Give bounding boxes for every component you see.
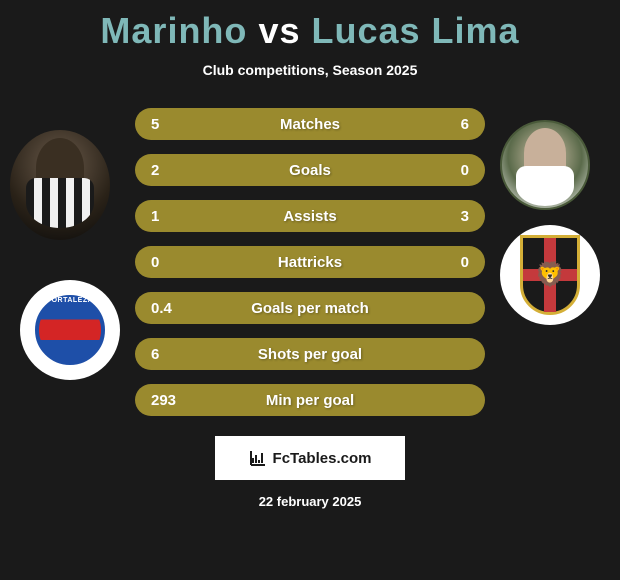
stat-value-left: 293 (151, 392, 176, 409)
stats-area: 5 Matches 6 2 Goals 0 1 Assists 3 0 Hatt… (0, 108, 620, 416)
stat-label: Assists (283, 208, 336, 225)
stat-value-right: 6 (461, 116, 469, 133)
player2-name: Lucas Lima (312, 10, 520, 51)
stat-row-shots-per-goal: 6 Shots per goal (135, 338, 485, 370)
stat-value-left: 1 (151, 208, 159, 225)
fctables-label: FcTables.com (273, 450, 372, 467)
subtitle: Club competitions, Season 2025 (0, 62, 620, 78)
stat-value-left: 6 (151, 346, 159, 363)
stat-row-hattricks: 0 Hattricks 0 (135, 246, 485, 278)
infographic-container: Marinho vs Lucas Lima Club competitions,… (0, 0, 620, 580)
stat-row-matches: 5 Matches 6 (135, 108, 485, 140)
stat-row-min-per-goal: 293 Min per goal (135, 384, 485, 416)
stat-value-left: 0 (151, 254, 159, 271)
stat-value-right: 3 (461, 208, 469, 225)
stat-row-assists: 1 Assists 3 (135, 200, 485, 232)
stat-value-right: 0 (461, 254, 469, 271)
comparison-title: Marinho vs Lucas Lima (0, 0, 620, 52)
stat-label: Goals (289, 162, 331, 179)
vs-text: vs (258, 10, 300, 51)
stat-label: Hattricks (278, 254, 342, 271)
stat-label: Goals per match (251, 300, 369, 317)
stat-row-goals: 2 Goals 0 (135, 154, 485, 186)
stat-label: Shots per goal (258, 346, 362, 363)
stat-value-left: 5 (151, 116, 159, 133)
fctables-chart-icon (249, 449, 267, 467)
stat-row-goals-per-match: 0.4 Goals per match (135, 292, 485, 324)
fctables-logo[interactable]: FcTables.com (215, 436, 405, 480)
date-label: 22 february 2025 (0, 494, 620, 509)
stat-label: Min per goal (266, 392, 354, 409)
stat-label: Matches (280, 116, 340, 133)
stat-value-left: 0.4 (151, 300, 172, 317)
stat-value-left: 2 (151, 162, 159, 179)
player1-name: Marinho (100, 10, 247, 51)
stat-value-right: 0 (461, 162, 469, 179)
lion-icon: 🦁 (535, 261, 565, 290)
